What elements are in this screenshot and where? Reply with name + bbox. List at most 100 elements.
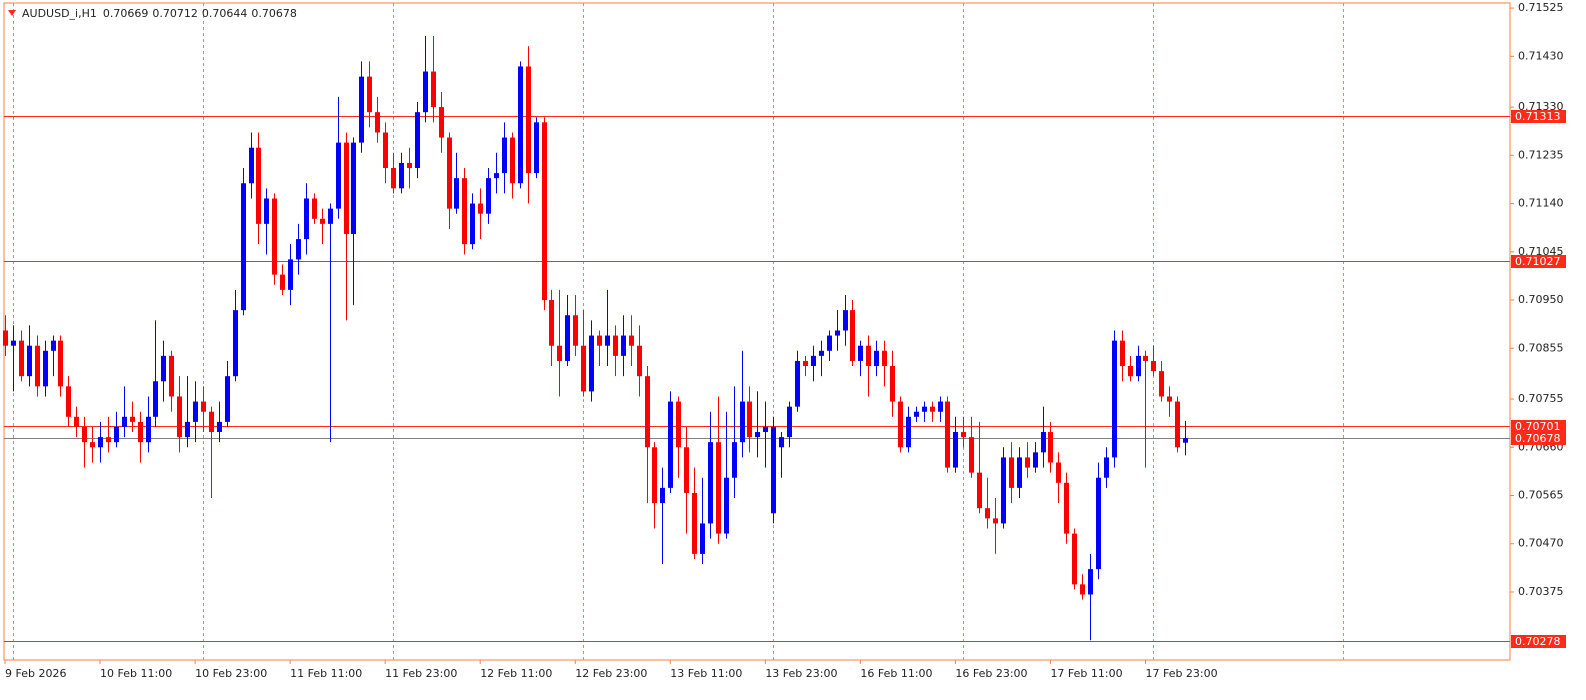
candle-body [1136, 355, 1141, 377]
candle-body [795, 360, 800, 407]
candle-body [58, 340, 63, 387]
candle-body [534, 122, 539, 174]
candle-body [19, 340, 24, 377]
separators [13, 3, 1344, 660]
x-tick-label: 13 Feb 11:00 [670, 667, 742, 680]
candle-body [439, 107, 444, 138]
candle-body [692, 492, 697, 554]
candle-body [645, 376, 650, 448]
candle-body [914, 411, 919, 417]
y-tick-label: 0.70470 [1518, 537, 1564, 550]
candle-body [740, 401, 745, 443]
level-line-box [1511, 420, 1566, 433]
candle-body [407, 162, 412, 169]
candle-body [953, 432, 958, 468]
low: 0.70644 [202, 7, 248, 20]
candle-body [621, 335, 626, 356]
y-tick-label: 0.71330 [1518, 100, 1564, 113]
candle-body [351, 142, 356, 235]
candle-body [177, 396, 182, 438]
candle-body [1048, 432, 1053, 463]
candle-body [423, 71, 428, 113]
candle-body [811, 355, 816, 367]
x-tick-label: 16 Feb 11:00 [860, 667, 932, 680]
candle-body [652, 447, 657, 504]
axis: 0.71525 0.71430 0.71330 0.71235 0.71140 0.710… [4, 1, 1564, 680]
y-tick-label: 0.70565 [1518, 488, 1564, 501]
candle-body [1064, 482, 1069, 534]
y-tick-label: 0.71235 [1518, 148, 1564, 161]
candle-body [51, 340, 56, 351]
candle-body [35, 345, 40, 387]
chart-header: AUDUSD_i,H1 0.70669 0.70712 0.70644 0.70678 [22, 7, 297, 20]
candle-body [660, 487, 665, 504]
candle-body [1033, 452, 1038, 468]
candle-body [1088, 569, 1093, 595]
candle-body [106, 437, 111, 443]
y-tick-label: 0.70375 [1518, 585, 1564, 598]
candle-body [874, 350, 879, 367]
candle-body [858, 345, 863, 361]
candle-body [549, 300, 554, 346]
candle-body [565, 315, 570, 361]
menu-arrow[interactable] [8, 10, 16, 16]
high: 0.70712 [152, 7, 198, 20]
candle-body [328, 208, 333, 224]
candle-body [1120, 340, 1125, 367]
candle-body [312, 198, 317, 219]
candle-body [708, 442, 713, 524]
candle-body [470, 203, 475, 245]
candle-body [1096, 477, 1101, 570]
level-line-label: 0.70278 [1515, 635, 1561, 648]
candle-body [589, 335, 594, 392]
candle-body [1041, 432, 1046, 453]
candle-body [241, 183, 246, 311]
candle-body [367, 76, 372, 113]
x-tick-label: 16 Feb 23:00 [955, 667, 1027, 680]
candle-body [637, 345, 642, 377]
candle-body [922, 406, 927, 412]
x-tick-label: 17 Feb 11:00 [1050, 667, 1122, 680]
candle-body [1009, 457, 1014, 488]
candle-body [233, 310, 238, 377]
candle-body [375, 112, 380, 133]
candle-body [146, 416, 151, 443]
candle-body [850, 310, 855, 361]
x-tick-label: 12 Feb 11:00 [480, 667, 552, 680]
candle-body [1143, 355, 1148, 361]
open: 0.70669 [103, 7, 149, 20]
symbol: AUDUSD_i,H1 [22, 7, 97, 20]
candle-body [66, 386, 71, 417]
candle-body [985, 508, 990, 519]
candle-body [98, 437, 103, 448]
candle-body [732, 442, 737, 478]
candle-body [11, 340, 16, 346]
y-tick-label: 0.71045 [1518, 245, 1564, 258]
candle-body [138, 421, 143, 443]
candle-body [961, 432, 966, 438]
candle-body [296, 239, 301, 260]
candle-body [74, 416, 79, 427]
last-price-line-box [1511, 432, 1566, 445]
candle-body [1025, 457, 1030, 468]
candle-body [557, 345, 562, 361]
candle-body [1175, 401, 1180, 448]
candle-body [843, 310, 848, 331]
candle-body [304, 198, 309, 240]
candle-body [597, 335, 602, 346]
candle-body [122, 416, 127, 427]
candle-body [787, 406, 792, 438]
candle-body [1001, 457, 1006, 524]
candle-body [1151, 360, 1156, 372]
x-tick-label: 12 Feb 23:00 [575, 667, 647, 680]
candle-body [668, 401, 673, 488]
candle-body [130, 416, 135, 422]
y-tick-label: 0.71140 [1518, 197, 1564, 210]
candle-body [447, 137, 452, 209]
candle-body [716, 442, 721, 534]
candle-body [225, 376, 230, 422]
candle-body [486, 178, 491, 214]
candle-body [771, 426, 776, 514]
candle-body [161, 355, 166, 382]
